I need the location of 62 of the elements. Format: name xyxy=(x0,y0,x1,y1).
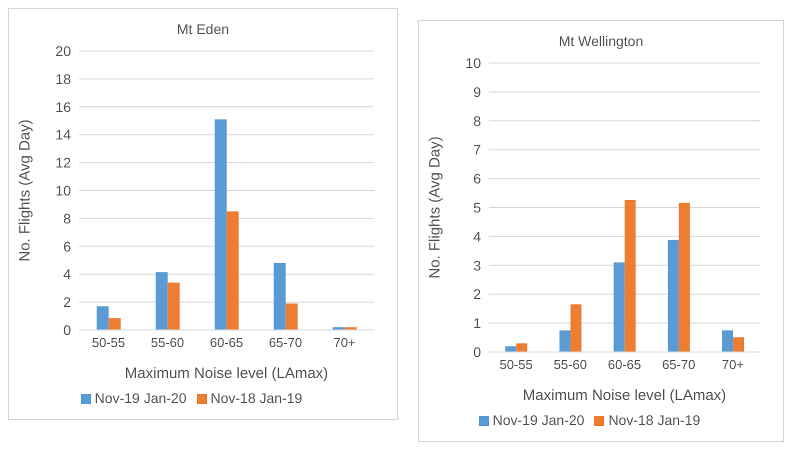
y-tick-label: 10 xyxy=(465,54,482,71)
bar xyxy=(108,318,121,330)
bar xyxy=(226,211,239,330)
y-axis-title: No. Flights (Avg Day) xyxy=(16,119,34,262)
y-tick-label: 8 xyxy=(63,210,72,226)
bar xyxy=(624,200,636,352)
y-tick-label: 3 xyxy=(473,257,482,274)
bar xyxy=(214,119,227,330)
x-tick-label: 60-65 xyxy=(210,335,244,350)
y-axis-title: No. Flights (Avg Day) xyxy=(426,136,444,279)
x-tick-label: 55-60 xyxy=(554,357,587,372)
legend-label: Nov-18 Jan-19 xyxy=(608,412,700,428)
y-tick-label: 12 xyxy=(55,154,72,171)
bar xyxy=(733,337,744,352)
bar xyxy=(722,330,733,352)
y-tick-label: 8 xyxy=(473,112,482,129)
x-tick-label: 70+ xyxy=(333,335,356,350)
bar xyxy=(332,327,345,330)
y-tick-label: 0 xyxy=(63,322,72,338)
bar xyxy=(516,343,528,352)
y-tick-label: 16 xyxy=(55,98,72,115)
y-tick-label: 2 xyxy=(473,286,482,302)
bar xyxy=(668,240,679,352)
bar xyxy=(678,202,690,352)
x-axis-title: Maximum Noise level (LAmax) xyxy=(124,365,328,382)
bar xyxy=(344,327,357,330)
y-tick-label: 0 xyxy=(473,344,482,360)
bar xyxy=(570,304,582,352)
chart-title: Mt Wellington xyxy=(558,33,644,51)
y-tick-label: 10 xyxy=(55,182,72,198)
x-tick-label: 65-70 xyxy=(268,335,302,350)
y-tick-label: 14 xyxy=(55,126,72,143)
x-axis-title: Maximum Noise level (LAmax) xyxy=(522,387,726,404)
y-tick-label: 7 xyxy=(473,142,482,158)
y-tick-label: 4 xyxy=(473,228,482,244)
bar xyxy=(505,346,516,352)
bar xyxy=(156,272,168,330)
y-tick-label: 9 xyxy=(473,84,482,100)
legend-label: Nov-18 Jan-19 xyxy=(210,390,302,406)
bar xyxy=(614,262,625,352)
x-tick-label: 50-55 xyxy=(499,357,533,372)
x-tick-label: 65-70 xyxy=(662,357,696,372)
bar xyxy=(168,282,180,330)
x-tick-label: 50-55 xyxy=(92,335,126,350)
chart-title: Mt Eden xyxy=(176,21,230,39)
x-tick-label: 55-60 xyxy=(150,335,184,350)
y-tick-label: 18 xyxy=(55,70,72,87)
y-tick-label: 2 xyxy=(63,294,72,310)
y-tick-label: 6 xyxy=(473,170,482,187)
y-tick-label: 6 xyxy=(63,238,72,254)
x-tick-label: 60-65 xyxy=(608,357,642,372)
y-tick-label: 20 xyxy=(55,42,72,59)
bar xyxy=(559,330,570,352)
legend-label: Nov-19 Jan-20 xyxy=(94,390,186,406)
y-tick-label: 4 xyxy=(63,266,72,282)
x-tick-label: 70+ xyxy=(722,357,744,372)
bar xyxy=(96,306,109,330)
legend-label: Nov-19 Jan-20 xyxy=(492,412,584,428)
y-tick-label: 1 xyxy=(473,315,482,332)
y-tick-label: 5 xyxy=(473,199,482,216)
bar xyxy=(274,263,286,330)
bar xyxy=(286,303,298,330)
